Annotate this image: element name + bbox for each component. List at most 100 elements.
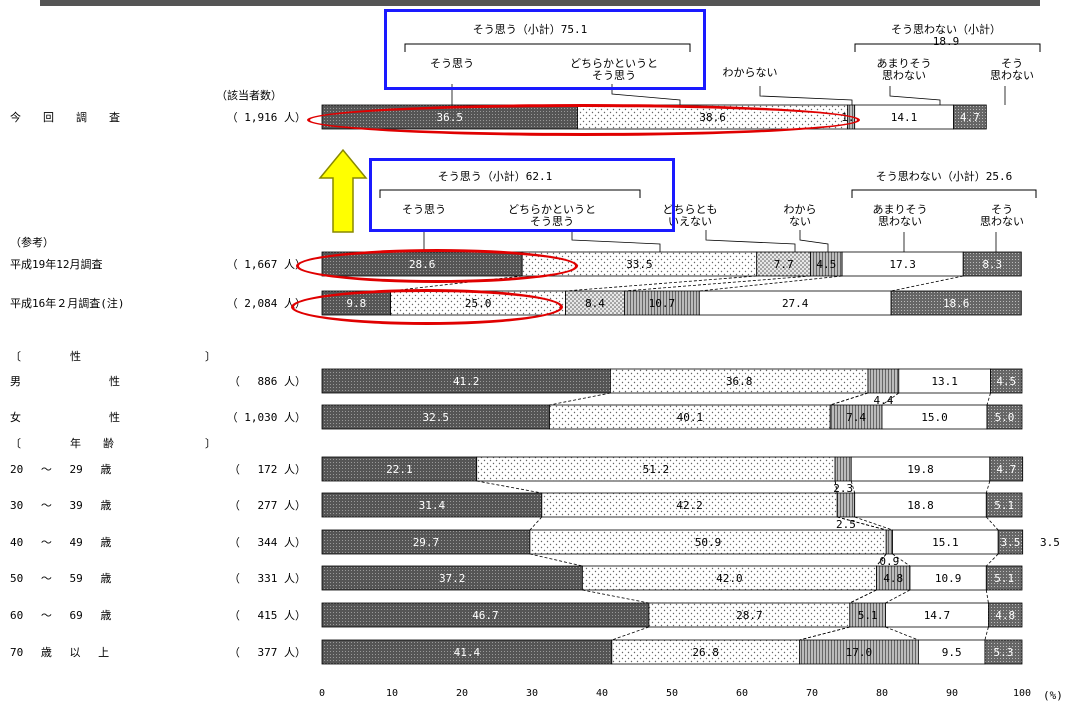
connector-1-5 [891, 275, 964, 292]
row-label-2: 平成16年２月調査(注) [10, 297, 125, 310]
data-label-7-1: 50.9 [695, 536, 722, 549]
connector-3-3 [830, 392, 869, 406]
connector-9-1 [611, 626, 650, 641]
legend-current-agree-subtotal: そう思う（小計）75.1 [472, 23, 588, 36]
connector-8-3 [849, 589, 877, 604]
legend-reference-label-2: どちらとも いえない [662, 203, 718, 228]
bar-segment-3-3 [867, 368, 900, 394]
connector-5-4 [850, 480, 856, 494]
data-label-5-1: 51.2 [643, 463, 670, 476]
data-label-1-2: 7.7 [774, 258, 794, 271]
bar-segment-0-4 [854, 104, 954, 130]
data-label-4-4: 15.0 [921, 411, 948, 424]
legend-reference-label-0: そう思う [402, 203, 446, 216]
data-label-8-1: 42.0 [716, 572, 743, 585]
connector-9-3 [799, 626, 850, 641]
n-header: （該当者数） [216, 89, 282, 102]
x-tick-5: 50 [666, 688, 678, 699]
bar-segment-9-0 [321, 602, 650, 628]
bar-segment-6-1 [541, 492, 838, 518]
row-label-1: 平成19年12月調査 [10, 258, 103, 271]
connector-7-5 [986, 553, 999, 567]
group-open-0: 〔 [10, 350, 21, 363]
data-label-5-5: 4.7 [996, 463, 1016, 476]
top-rule [40, 0, 1040, 6]
connector-6-3 [837, 516, 887, 531]
row-n-0: （ 1,916 人） [226, 111, 306, 124]
bar-segment-1-5 [962, 251, 1022, 277]
row-label-7: 40 ～ 49 歳 [10, 536, 112, 549]
row-label-5: 20 ～ 29 歳 [10, 463, 112, 476]
connector-5-1 [476, 480, 542, 494]
bar-segment-6-0 [321, 492, 543, 518]
highlight-ellipse-current [307, 104, 860, 136]
connector-6-4 [854, 516, 893, 531]
data-label-1-3: 4.5 [816, 258, 836, 271]
data-label-7-5: 3.5 [1001, 536, 1021, 549]
bar-segment-9-4 [885, 602, 989, 628]
bar-segment-5-5 [989, 456, 1024, 482]
data-label-8-4: 10.9 [935, 572, 962, 585]
row-label-6: 30 ～ 39 歳 [10, 499, 112, 512]
data-label-3-0: 41.2 [453, 375, 480, 388]
x-tick-1: 10 [386, 688, 398, 699]
bar-segment-0-5 [953, 104, 987, 130]
bar-segment-9-3 [849, 602, 886, 628]
leader-ref-2 [705, 230, 796, 252]
legend-reference-disagree-subtotal: そう思わない（小計）25.6 [875, 170, 1013, 183]
data-label-1-4: 17.3 [889, 258, 916, 271]
bar-segment-7-0 [321, 529, 531, 555]
data-label-2-2: 8.4 [585, 297, 605, 310]
legend-current-label-3: あまりそう 思わない [876, 57, 932, 82]
connector-9-4 [885, 626, 919, 641]
bar-segment-6-3 [836, 492, 856, 518]
data-label-10-0: 41.4 [454, 646, 481, 659]
bar-segment-5-1 [476, 456, 836, 482]
reference-heading: （参考） [10, 236, 54, 249]
x-tick-10: 100 [1013, 688, 1031, 699]
data-label-2-5: 18.6 [943, 297, 970, 310]
data-label-8-5: 5.1 [994, 572, 1014, 585]
bar-segment-6-5 [985, 492, 1023, 518]
bar-segment-5-4 [850, 456, 991, 482]
bar-segment-10-5 [984, 639, 1023, 665]
data-label-0-5: 4.7 [960, 111, 980, 124]
bar-segment-5-3 [834, 456, 852, 482]
highlight-ellipse-2007 [296, 249, 578, 283]
leader-current-3 [889, 86, 941, 105]
data-label-4-5: 5.0 [995, 411, 1015, 424]
bar-segment-7-3 [885, 529, 893, 555]
data-label-9-5: 4.8 [995, 609, 1015, 622]
bar-segment-8-0 [321, 565, 583, 591]
row-label-9: 60 ～ 69 歳 [10, 609, 112, 622]
x-tick-6: 60 [736, 688, 748, 699]
bracket-current-disagree [854, 43, 1041, 52]
bar-segment-2-4 [698, 290, 892, 316]
x-tick-4: 40 [596, 688, 608, 699]
bar-segment-3-5 [990, 368, 1023, 394]
bar-segment-1-4 [841, 251, 964, 277]
data-label-9-4: 14.7 [924, 609, 951, 622]
row-n-4: （ 1,030 人） [226, 411, 306, 424]
x-tick-8: 80 [876, 688, 888, 699]
legend-reference-label-3: わから ない [783, 203, 817, 228]
bracket-current-agree [404, 43, 691, 52]
connector-5-3 [834, 480, 838, 494]
data-label-5-0: 22.1 [386, 463, 413, 476]
outside-label-1: 2.3 [833, 482, 854, 495]
connector-3-1 [549, 392, 611, 406]
row-n-1: （ 1,667 人） [226, 258, 306, 271]
outside-label-3: 0.9 [879, 555, 900, 568]
data-label-5-4: 19.8 [907, 463, 934, 476]
bar-segment-10-4 [918, 639, 986, 665]
connector-7-4 [892, 553, 911, 567]
row-n-10: （ 377 人） [228, 646, 306, 659]
data-label-1-1: 33.5 [626, 258, 653, 271]
data-label-8-0: 37.2 [439, 572, 466, 585]
row-label-10: 70 歳 以 上 [10, 646, 110, 659]
data-label-3-4: 13.1 [931, 375, 958, 388]
highlight-box-reference-agree [369, 158, 675, 232]
bar-segment-7-4 [892, 529, 999, 555]
outside-label-4: 3.5 [1040, 536, 1060, 549]
